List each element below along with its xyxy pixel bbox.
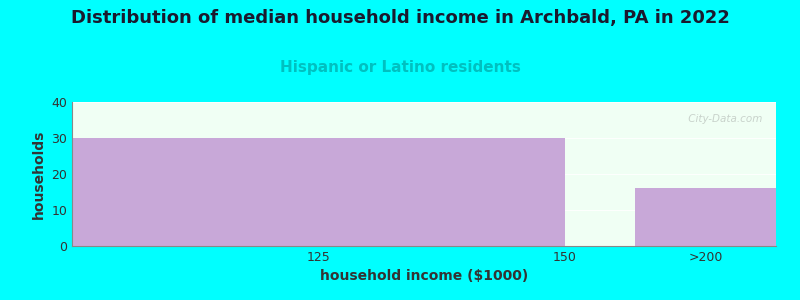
Bar — [635, 188, 776, 246]
X-axis label: household income ($1000): household income ($1000) — [320, 269, 528, 284]
Text: City-Data.com: City-Data.com — [685, 113, 762, 124]
Text: Hispanic or Latino residents: Hispanic or Latino residents — [279, 60, 521, 75]
Y-axis label: households: households — [32, 129, 46, 219]
Text: Distribution of median household income in Archbald, PA in 2022: Distribution of median household income … — [70, 9, 730, 27]
Bar — [72, 138, 565, 246]
